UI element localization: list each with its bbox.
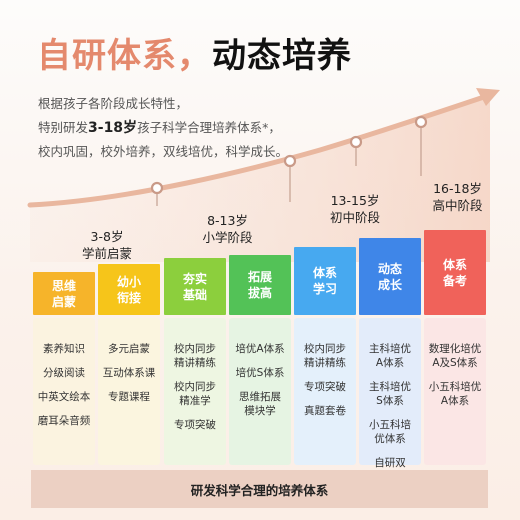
column-item: 分级阅读 <box>43 367 85 379</box>
column-5-body: 校内同步 精讲精练专项突破真题套卷 <box>294 318 356 465</box>
column-title-line: 拓展 <box>247 270 272 284</box>
column-item: 小五科培优 A体系 <box>428 381 482 407</box>
column-title-line: 学习 <box>312 282 337 296</box>
stage-name: 初中阶段 <box>329 210 380 225</box>
column-5-header: 体系 学习 <box>294 247 356 315</box>
headline-part2: 动态培养 <box>212 36 352 76</box>
column-title-line: 拔高 <box>247 286 272 300</box>
column-title-line: 体系 <box>312 266 337 280</box>
column-title-line: 思维 <box>51 278 76 293</box>
stage-age: 3-8岁 <box>90 229 124 244</box>
stage-1-dot <box>150 181 164 195</box>
column-item: 小五科培 优体系 <box>369 419 411 445</box>
column-item: 专题课程 <box>108 391 150 403</box>
column-title-line: 衔接 <box>116 290 141 305</box>
column-title-line: 成长 <box>377 277 402 292</box>
column-1-body: 素养知识分级阅读中英文绘本磨耳朵音频 <box>33 318 95 465</box>
column-item: 校内同步 精讲精练 <box>174 343 216 369</box>
column-item: 主科培优 A体系 <box>369 343 411 369</box>
stage-label-3: 13-15岁 初中阶段 <box>310 192 400 226</box>
intro-line-2: 特别研发3-18岁孩子科学合理培养体系*， <box>38 116 288 140</box>
stage-3-dot <box>349 135 363 149</box>
column-title-line: 体系 <box>442 257 467 272</box>
stage-age: 13-15岁 <box>330 193 380 208</box>
column-4-body: 培优A体系培优S体系思维拓展 模块学 <box>229 318 291 465</box>
curve-line <box>27 94 487 208</box>
column-item: 校内同步 精准学 <box>174 381 216 407</box>
column-4-header: 拓展 拔高 <box>229 255 291 315</box>
stage-name: 高中阶段 <box>432 198 483 213</box>
column-title-line: 幼小 <box>116 274 141 289</box>
column-7-header: 体系 备考 <box>424 230 486 315</box>
column-title-line: 启蒙 <box>51 294 76 309</box>
column-title-line: 动态 <box>377 261 402 276</box>
column-item: 专项突破 <box>174 419 216 431</box>
headline: 自研体系，动态培养 <box>37 28 352 77</box>
column-item: 磨耳朵音频 <box>37 415 91 427</box>
column-item: 素养知识 <box>43 343 85 355</box>
column-item: 多元启蒙 <box>108 343 150 355</box>
column-item: 培优A体系 <box>235 343 285 355</box>
column-3-header: 夯实 基础 <box>164 258 226 315</box>
column-item: 培优S体系 <box>235 367 285 379</box>
column-7-body: 数理化培优 A及S体系 小五科培优 A体系 <box>424 318 486 465</box>
stage-name: 学前启蒙 <box>81 246 132 261</box>
column-item: 真题套卷 <box>304 405 346 417</box>
column-2-header: 幼小 衔接 <box>98 264 160 315</box>
footer-bar: 研发科学合理的培养体系 <box>31 470 488 508</box>
column-item: 校内同步 精讲精练 <box>304 343 346 369</box>
intro-text: 根据孩子各阶段成长特性， 特别研发3-18岁孩子科学合理培养体系*， 校内巩固，… <box>38 92 288 164</box>
column-item: 主科培优 S体系 <box>369 381 411 407</box>
stage-label-1: 3-8岁 学前启蒙 <box>62 228 152 262</box>
column-item: 专项突破 <box>304 381 346 393</box>
curve-fill <box>30 94 490 262</box>
column-3-body: 校内同步 精讲精练 校内同步 精准学专项突破 <box>164 318 226 465</box>
column-item: 中英文绘本 <box>37 391 91 403</box>
curve-arrow-icon <box>476 88 500 106</box>
column-title-line: 基础 <box>182 287 207 302</box>
intro-line-3: 校内巩固，校外培养，双线培优，科学成长。 <box>38 144 289 159</box>
stage-2-dot <box>283 154 297 168</box>
intro-line-2-post: 孩子科学合理培养体系*， <box>137 120 281 135</box>
column-item: 互动体系课 <box>102 367 156 379</box>
stage-name: 小学阶段 <box>202 230 253 245</box>
column-item: 思维拓展 模块学 <box>239 391 281 417</box>
headline-part1: 自研体系， <box>37 36 212 76</box>
column-6-header: 动态 成长 <box>359 238 421 315</box>
stage-age: 8-13岁 <box>207 213 248 228</box>
intro-line-1: 根据孩子各阶段成长特性， <box>38 96 189 111</box>
stage-label-4: 16-18岁 高中阶段 <box>420 180 495 214</box>
column-title-line: 夯实 <box>182 271 207 286</box>
stage-age: 16-18岁 <box>433 181 482 196</box>
column-item: 数理化培优 A及S体系 <box>428 343 482 369</box>
stage-4-dot <box>414 115 428 129</box>
column-title-line: 备考 <box>442 273 467 288</box>
intro-line-2-bold: 3-18岁 <box>88 120 138 136</box>
stage-label-2: 8-13岁 小学阶段 <box>180 212 275 246</box>
column-1-header: 思维 启蒙 <box>33 272 95 315</box>
intro-line-2-pre: 特别研发 <box>38 120 89 135</box>
column-2-body: 多元启蒙互动体系课专题课程 <box>98 318 160 465</box>
